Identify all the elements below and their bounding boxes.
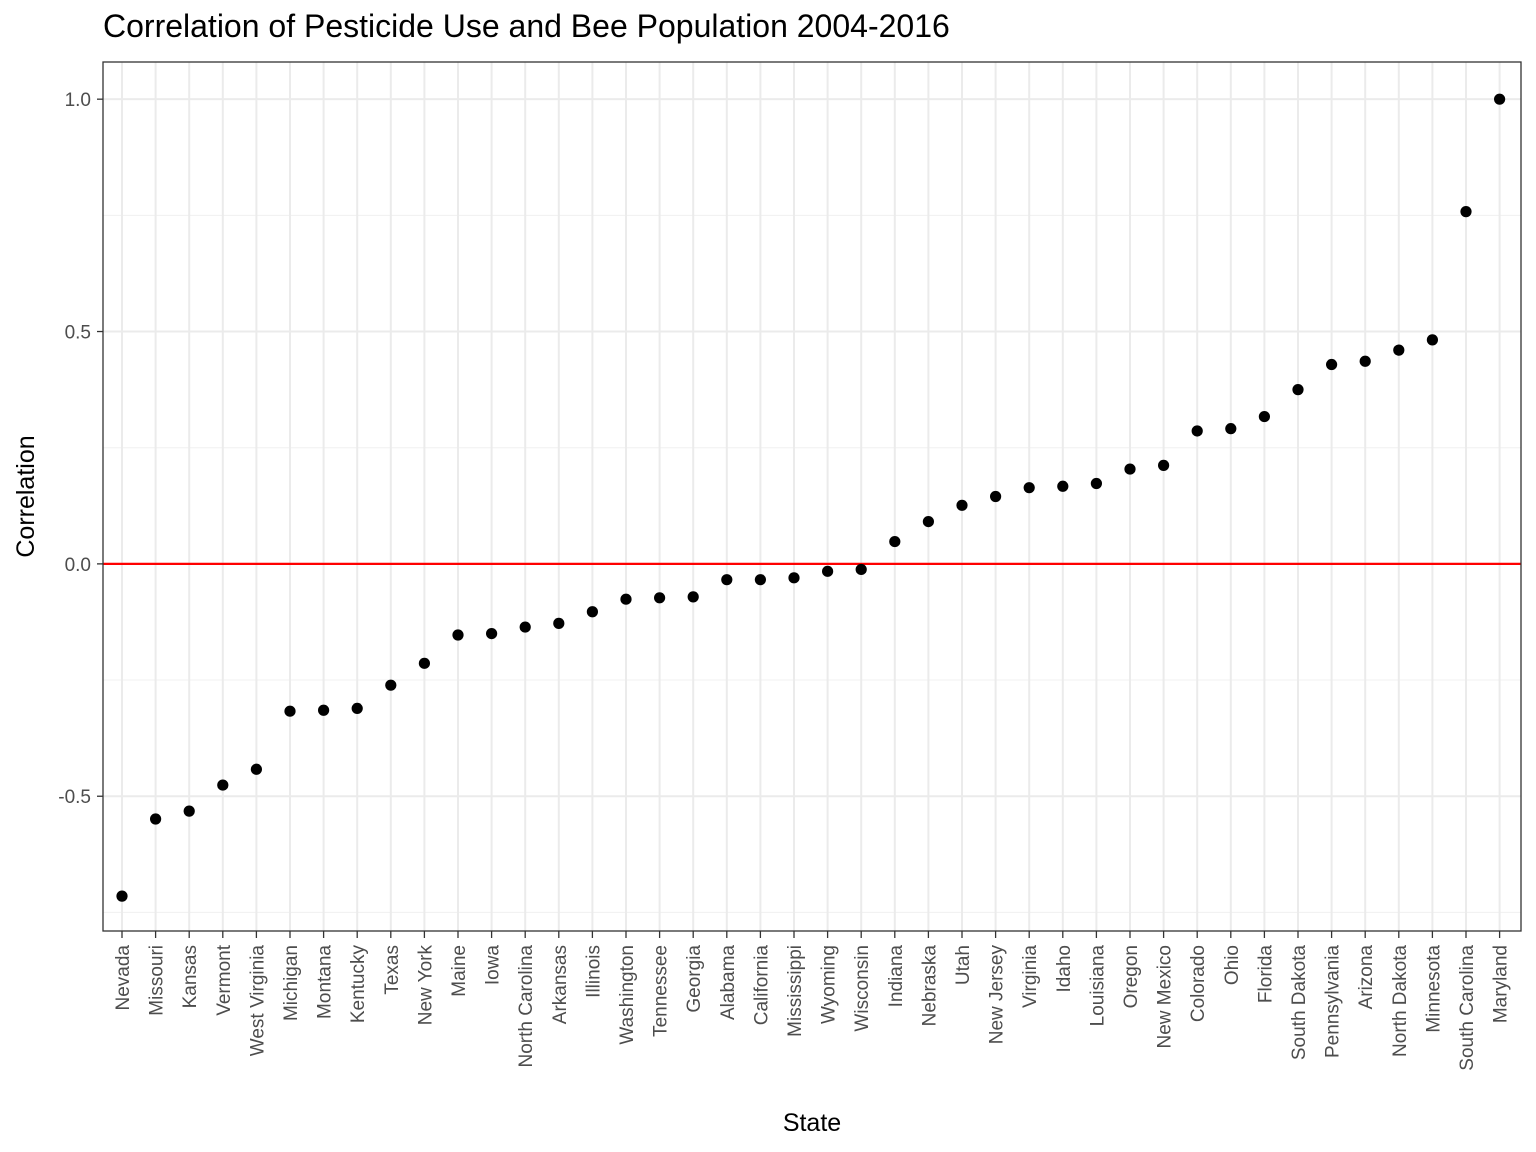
x-tick-label: Virginia [1020,945,1041,1008]
data-point [116,890,128,902]
data-point [1057,480,1069,492]
chart-title: Correlation of Pesticide Use and Bee Pop… [103,8,950,44]
data-point [990,490,1002,503]
data-point [687,591,699,603]
data-point [1225,423,1237,435]
x-tick-label: Iowa [483,945,504,986]
data-point [1359,355,1371,367]
data-point [1090,477,1102,490]
data-point [150,813,162,825]
x-tick-label: New York [415,945,436,1026]
data-point [318,704,330,716]
data-point [351,702,363,715]
y-tick-label: 1.0 [65,90,91,111]
x-tick-label: Colorado [1188,945,1209,1022]
data-point [452,629,464,641]
y-tick-label: -0.5 [58,787,91,808]
x-tick-label: Maryland [1491,945,1512,1023]
x-tick-label: Pennsylvania [1323,945,1344,1058]
x-tick-label: Michigan [281,945,302,1021]
x-tick-label: Missouri [147,945,168,1016]
data-point [1158,459,1170,471]
data-point [1460,206,1472,218]
data-point [620,593,632,605]
data-point [250,763,262,775]
data-point [1258,410,1270,423]
x-tick-label: Louisiana [1087,945,1108,1027]
x-tick-label: Wyoming [819,945,840,1024]
data-point [922,515,935,528]
x-tick-label: South Carolina [1457,945,1478,1071]
y-axis-title: Correlation [12,435,40,557]
data-point [553,617,565,629]
x-tick-label: Minnesota [1423,945,1444,1033]
data-point [1426,334,1438,346]
x-tick-label: Nebraska [919,945,940,1027]
x-tick-label: Vermont [214,944,235,1015]
data-point [956,499,968,511]
x-tick-label: Mississippi [785,945,806,1037]
x-tick-label: South Dakota [1289,945,1310,1061]
data-point [654,592,666,604]
x-tick-label: Kansas [180,945,201,1008]
data-point [385,679,397,691]
data-point [1191,425,1203,437]
data-point [754,574,767,586]
x-tick-label: Arkansas [550,945,571,1024]
data-point [1393,344,1405,356]
x-tick-label: North Dakota [1390,945,1411,1057]
x-axis-title: State [783,1109,841,1137]
x-tick-label: Oregon [1121,945,1142,1008]
x-tick-label: North Carolina [516,945,537,1068]
data-point [217,779,229,791]
data-point [1326,358,1338,371]
data-point [788,572,800,584]
data-point [1292,384,1304,396]
x-tick-label: Nevada [113,945,134,1011]
x-tick-label: Georgia [684,945,705,1013]
x-tick-label: Montana [315,945,336,1019]
data-point [1124,463,1136,475]
data-point [183,805,195,817]
y-tick-label: 0.0 [65,555,91,576]
x-tick-label: California [751,945,772,1026]
x-tick-label: Maine [449,945,470,997]
x-tick-label: Tennessee [651,945,672,1037]
x-tick-label: Wisconsin [852,945,873,1032]
data-point [486,627,498,640]
data-point [284,705,296,717]
data-point [889,535,901,548]
x-tick-label: Idaho [1054,945,1075,993]
data-point [1494,93,1506,105]
data-point [586,606,599,618]
data-point [1023,482,1035,494]
x-tick-label: Indiana [886,945,907,1008]
x-tick-label: New Jersey [987,945,1008,1045]
x-tick-label: West Virginia [247,945,268,1057]
x-tick-label: Texas [382,945,403,995]
data-point [721,574,733,586]
data-point [822,565,834,577]
data-point [519,621,531,633]
x-tick-label: Kentucky [348,945,369,1024]
x-tick-label: Florida [1255,945,1276,1004]
data-point [855,563,867,576]
data-point [418,657,430,669]
y-tick-label: 0.5 [65,323,91,344]
panel-border [102,61,1522,932]
x-tick-label: New Mexico [1155,945,1176,1048]
x-tick-label: Arizona [1356,945,1377,1010]
x-tick-label: Utah [953,945,974,985]
x-tick-label: Alabama [718,945,739,1020]
x-tick-label: Illinois [583,945,604,998]
x-tick-label: Ohio [1222,945,1243,985]
x-tick-label: Washington [617,945,638,1045]
